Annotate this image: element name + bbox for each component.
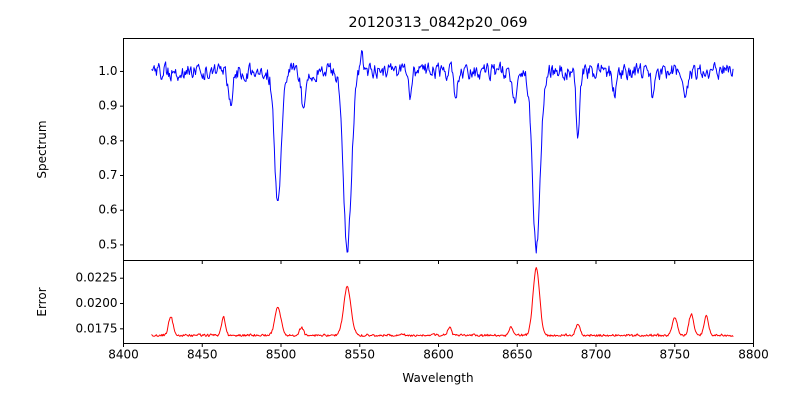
y-tick-label: 0.0200 — [76, 296, 118, 310]
y-tick-label: 0.9 — [98, 99, 117, 113]
x-tick-label: 8450 — [187, 347, 218, 361]
y-tick-label: 0.6 — [98, 203, 117, 217]
y-tick-label: 0.5 — [98, 237, 117, 251]
y-tick-label: 0.7 — [98, 168, 117, 182]
x-tick-label: 8650 — [502, 347, 533, 361]
axes-frame — [123, 260, 754, 344]
y-tick-label: 0.0225 — [76, 271, 118, 285]
y-axis-label: Error — [35, 287, 49, 316]
x-tick-label: 8700 — [581, 347, 612, 361]
spectrum-data-line — [151, 50, 734, 254]
x-tick-label: 8800 — [738, 347, 769, 361]
y-axis-label: Spectrum — [35, 120, 49, 178]
x-tick-label: 8550 — [344, 347, 375, 361]
x-tick-label: 8500 — [266, 347, 297, 361]
y-tick-label: 0.8 — [98, 133, 117, 147]
x-tick-label: 8400 — [108, 347, 139, 361]
y-tick-label: 1.0 — [98, 64, 117, 78]
axes-frame — [123, 38, 754, 261]
y-tick-label: 0.0175 — [76, 321, 118, 335]
x-tick-label: 8600 — [423, 347, 454, 361]
figure-title: 20120313_0842p20_069 — [348, 15, 527, 31]
x-tick-label: 8750 — [659, 347, 690, 361]
error-data-line — [151, 267, 734, 337]
error-panel: 0.0175 0.0200 0.0225 8400 8450 8500 8550 8600 86… — [35, 260, 769, 361]
x-axis-label: Wavelength — [402, 371, 473, 385]
spectrum-panel: 0.5 0.6 0.7 0.8 0.9 1.0 Spectrum — [35, 38, 754, 264]
